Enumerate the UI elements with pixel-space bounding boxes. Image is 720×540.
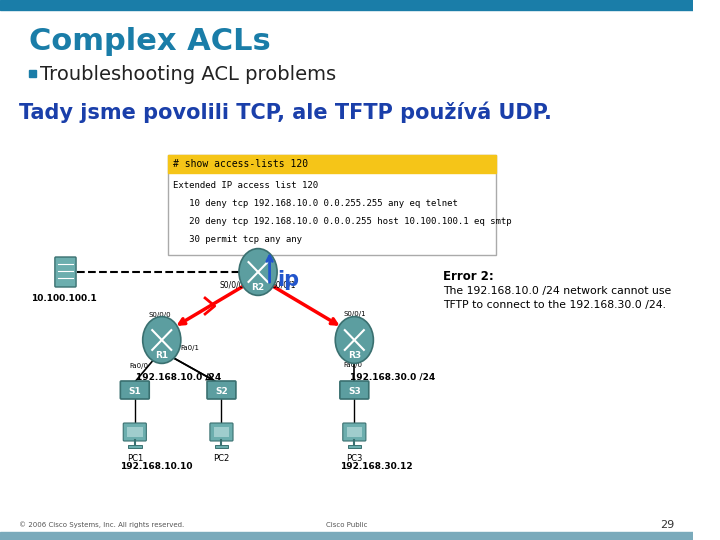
Text: 192.168.30.0 /24: 192.168.30.0 /24 xyxy=(349,373,435,381)
Bar xyxy=(0,0,693,10)
Bar xyxy=(168,155,496,173)
Text: 192.168.10.0 /24: 192.168.10.0 /24 xyxy=(136,373,221,381)
Text: 192.168.30.12: 192.168.30.12 xyxy=(340,462,413,471)
FancyBboxPatch shape xyxy=(123,423,146,441)
Text: 20 deny tcp 192.168.10.0 0.0.0.255 host 10.100.100.1 eq smtp: 20 deny tcp 192.168.10.0 0.0.0.255 host … xyxy=(174,217,512,226)
Text: R1: R1 xyxy=(156,351,168,360)
Text: PC2: PC2 xyxy=(213,454,230,463)
Text: S2: S2 xyxy=(215,387,228,396)
Ellipse shape xyxy=(143,316,181,363)
Ellipse shape xyxy=(239,248,277,295)
Text: # show access-lists 120: # show access-lists 120 xyxy=(174,159,308,169)
Text: 10 deny tcp 192.168.10.0 0.0.255.255 any eq telnet: 10 deny tcp 192.168.10.0 0.0.255.255 any… xyxy=(174,199,458,208)
Text: 30 permit tcp any any: 30 permit tcp any any xyxy=(174,235,302,244)
Text: PC3: PC3 xyxy=(346,454,362,463)
Bar xyxy=(168,155,496,255)
Text: S3: S3 xyxy=(348,387,361,396)
Text: PC1: PC1 xyxy=(127,454,143,463)
Bar xyxy=(346,427,362,437)
Text: S0/0/1: S0/0/1 xyxy=(343,310,366,316)
Text: Extended IP access list 120: Extended IP access list 120 xyxy=(174,181,318,190)
Ellipse shape xyxy=(336,316,374,363)
Bar xyxy=(29,70,35,77)
Text: S0/0/1: S0/0/1 xyxy=(271,280,297,289)
Bar xyxy=(214,427,229,437)
Text: Troubleshooting ACL problems: Troubleshooting ACL problems xyxy=(40,65,336,84)
Text: Fa0/0: Fa0/0 xyxy=(343,362,362,368)
Text: ip: ip xyxy=(277,270,300,290)
Text: Error 2:: Error 2: xyxy=(443,270,494,283)
Text: 29: 29 xyxy=(660,520,674,530)
Text: S0/0/0: S0/0/0 xyxy=(148,313,171,319)
Text: R2: R2 xyxy=(251,283,265,292)
Text: Fa0/1: Fa0/1 xyxy=(181,345,200,351)
Bar xyxy=(127,427,143,437)
Text: Complex ACLs: Complex ACLs xyxy=(29,28,271,57)
Text: Tady jsme povolili TCP, ale TFTP používá UDP.: Tady jsme povolili TCP, ale TFTP používá… xyxy=(19,102,552,123)
FancyBboxPatch shape xyxy=(207,381,236,399)
Text: 192.168.10.10: 192.168.10.10 xyxy=(120,462,193,471)
Text: S0/0/0: S0/0/0 xyxy=(220,280,244,289)
Text: © 2006 Cisco Systems, Inc. All rights reserved.: © 2006 Cisco Systems, Inc. All rights re… xyxy=(19,522,184,528)
Text: Cisco Public: Cisco Public xyxy=(326,522,367,528)
Text: S1: S1 xyxy=(128,387,141,396)
FancyBboxPatch shape xyxy=(55,257,76,287)
FancyBboxPatch shape xyxy=(343,423,366,441)
Text: 10.100.100.1: 10.100.100.1 xyxy=(31,294,96,303)
Text: Fa0/0: Fa0/0 xyxy=(129,363,148,369)
FancyBboxPatch shape xyxy=(210,423,233,441)
Bar xyxy=(348,445,361,448)
Bar xyxy=(128,445,142,448)
Text: The 192.168.10.0 /24 network cannot use: The 192.168.10.0 /24 network cannot use xyxy=(443,286,671,296)
Text: R3: R3 xyxy=(348,351,361,360)
FancyBboxPatch shape xyxy=(340,381,369,399)
Bar xyxy=(215,445,228,448)
Bar xyxy=(0,532,693,540)
FancyBboxPatch shape xyxy=(120,381,149,399)
Text: TFTP to connect to the 192.168.30.0 /24.: TFTP to connect to the 192.168.30.0 /24. xyxy=(443,300,666,310)
